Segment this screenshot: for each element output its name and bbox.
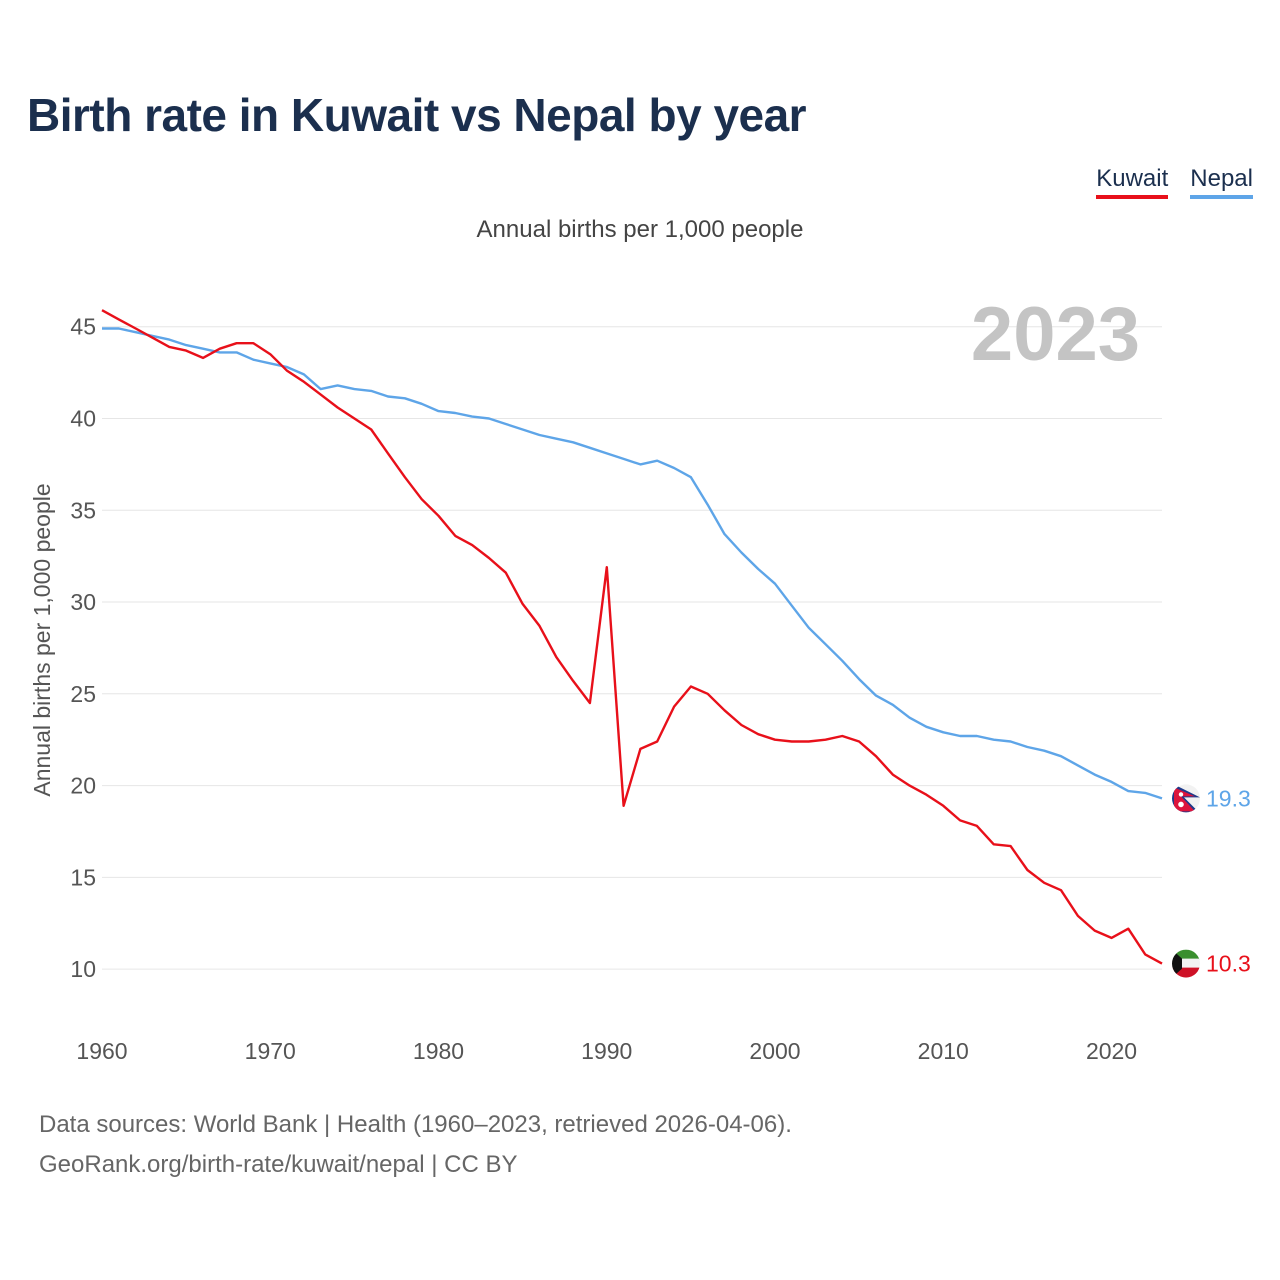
y-tick-label-25: 25 [70,681,96,707]
y-tick-label-15: 15 [70,864,96,890]
x-tick-label-1960: 1960 [76,1038,127,1064]
y-tick-label-45: 45 [70,314,96,340]
y-tick-label-40: 40 [70,405,96,431]
source-line-2[interactable]: GeoRank.org/birth-rate/kuwait/nepal | CC… [39,1151,518,1178]
source-line-1: Data sources: World Bank | Health (1960–… [39,1111,792,1138]
legend: Kuwait Nepal [1096,165,1253,199]
kuwait-flag-icon [1172,949,1200,978]
y-tick-label-20: 20 [70,773,96,799]
nepal-flag-icon [1172,784,1200,813]
series-line-kuwait [101,309,1163,965]
y-tick-label-10: 10 [70,956,96,982]
x-tick-label-2000: 2000 [749,1038,800,1064]
y-axis-title: Annual births per 1,000 people [29,483,55,796]
chart-title: Birth rate in Kuwait vs Nepal by year [27,89,807,141]
series-line-nepal [102,327,1163,800]
legend-item-nepal[interactable]: Nepal [1190,165,1253,199]
x-tick-label-2010: 2010 [918,1038,969,1064]
year-label: 2023 [971,292,1140,377]
y-tick-label-35: 35 [70,497,96,523]
end-label-kuwait: 10.3 [1206,951,1251,977]
x-tick-label-1980: 1980 [413,1038,464,1064]
line-chart: 10 15 20 25 30 35 40 45 1960 1970 1980 1990 2000 2010… [29,292,1251,1064]
legend-item-kuwait[interactable]: Kuwait [1096,165,1169,199]
end-label-nepal: 19.3 [1206,785,1251,811]
chart-subtitle: Annual births per 1,000 people [476,216,804,243]
data-source: Data sources: World Bank | Health (1960–… [39,1105,792,1185]
x-tick-label-1970: 1970 [245,1038,296,1064]
x-tick-label-1990: 1990 [581,1038,632,1064]
y-tick-label-30: 30 [70,589,96,615]
x-tick-label-2020: 2020 [1086,1038,1137,1064]
